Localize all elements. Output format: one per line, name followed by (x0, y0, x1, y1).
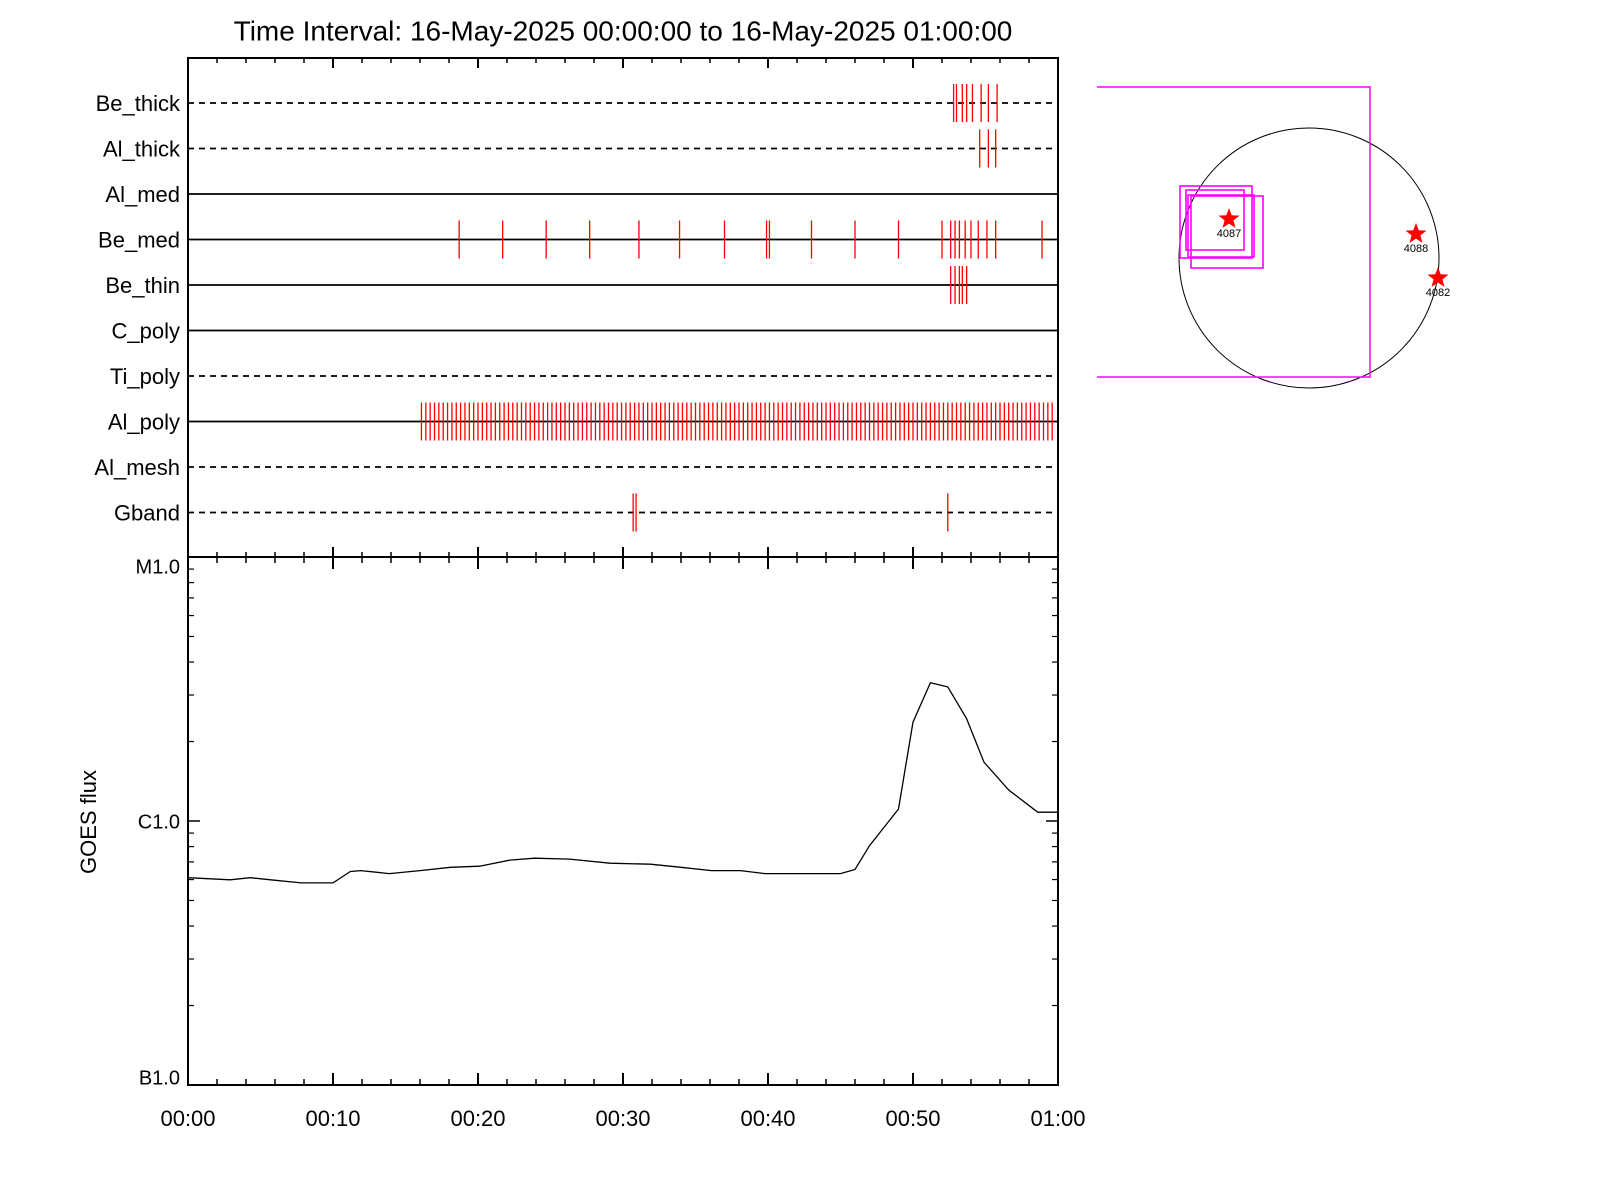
row-label: Be_thick (96, 91, 181, 116)
region-star (1405, 223, 1427, 243)
row-label: C_poly (112, 318, 180, 343)
region-box (1187, 194, 1255, 258)
y-tick-label: M1.0 (136, 556, 180, 578)
x-tick-label: 00:30 (595, 1106, 650, 1131)
title: Time Interval: 16-May-2025 00:00:00 to 1… (234, 15, 1013, 46)
y-axis-label: GOES flux (76, 770, 101, 874)
region-star (1427, 267, 1449, 287)
region-star (1218, 208, 1240, 228)
solar-disk (1178, 127, 1440, 389)
fov-box (1097, 86, 1371, 378)
row-label: Al_thick (103, 136, 181, 161)
x-tick-label: 00:00 (160, 1106, 215, 1131)
row-label: Al_mesh (94, 455, 180, 480)
row-label: Ti_poly (110, 364, 180, 389)
row-label: Al_med (105, 182, 180, 207)
x-tick-label: 01:00 (1030, 1106, 1085, 1131)
region-box (1185, 189, 1245, 251)
x-tick-label: 00:20 (450, 1106, 505, 1131)
region-label: 4087 (1217, 228, 1241, 240)
region-label: 4088 (1404, 243, 1428, 255)
x-tick-label: 00:40 (740, 1106, 795, 1131)
region-box (1190, 195, 1264, 269)
region-label: 4082 (1426, 287, 1450, 299)
y-tick-label: C1.0 (138, 811, 180, 833)
frame (187, 556, 1059, 1086)
row-label: Gband (114, 500, 180, 525)
region-box (1179, 185, 1253, 259)
row-label: Be_med (98, 227, 180, 252)
x-tick-label: 00:10 (305, 1106, 360, 1131)
frame (187, 57, 1059, 558)
flux-line (187, 681, 1058, 884)
row-label: Be_thin (105, 273, 180, 298)
x-tick-label: 00:50 (885, 1106, 940, 1131)
row-label: Al_poly (108, 409, 180, 434)
y-tick-label: B1.0 (139, 1067, 180, 1089)
